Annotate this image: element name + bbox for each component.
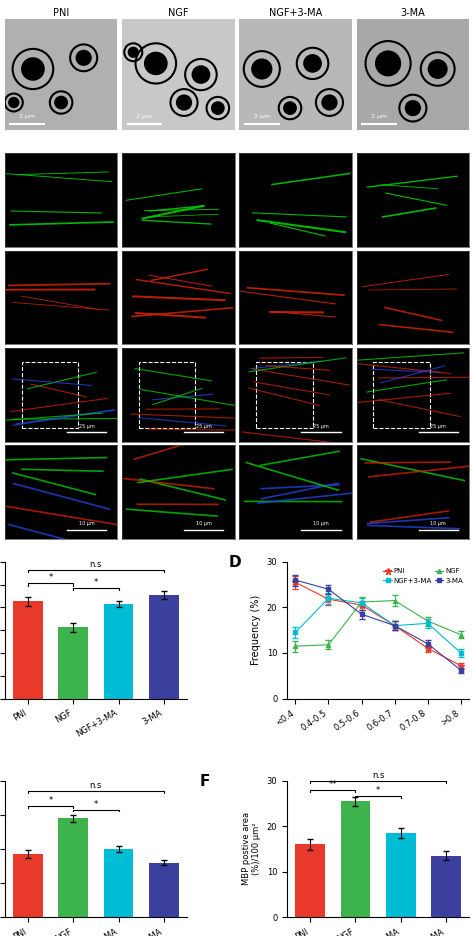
Bar xyxy=(149,595,179,790)
Text: *: * xyxy=(48,797,53,805)
Text: 10 μm: 10 μm xyxy=(313,521,329,526)
Circle shape xyxy=(55,96,67,109)
Text: 2 μm: 2 μm xyxy=(137,114,153,119)
Text: *: * xyxy=(94,578,98,587)
Title: NGF+3-MA: NGF+3-MA xyxy=(269,7,322,18)
Bar xyxy=(256,362,312,428)
Circle shape xyxy=(405,101,420,115)
Text: **: ** xyxy=(328,781,337,789)
Bar xyxy=(386,833,416,917)
Y-axis label: Frequency (%): Frequency (%) xyxy=(251,595,261,665)
Text: 10 μm: 10 μm xyxy=(79,521,94,526)
Text: 10 μm: 10 μm xyxy=(196,521,211,526)
Circle shape xyxy=(211,102,224,114)
Text: n.s: n.s xyxy=(90,781,102,790)
Bar xyxy=(149,863,179,917)
Text: 2 μm: 2 μm xyxy=(371,114,387,119)
Legend: PNI, NGF+3-MA, NGF, 3-MA: PNI, NGF+3-MA, NGF, 3-MA xyxy=(381,565,466,586)
Text: 25 μm: 25 μm xyxy=(430,424,446,429)
Circle shape xyxy=(22,58,44,80)
Circle shape xyxy=(128,48,138,57)
Circle shape xyxy=(376,51,401,76)
Circle shape xyxy=(322,95,337,110)
Title: NGF: NGF xyxy=(168,7,189,18)
Bar xyxy=(104,605,133,790)
Y-axis label: MBP postive area
(%)/100 μm²: MBP postive area (%)/100 μm² xyxy=(242,812,261,885)
Bar xyxy=(104,849,133,917)
Title: PNI: PNI xyxy=(53,7,69,18)
Circle shape xyxy=(76,51,91,66)
Text: n.s: n.s xyxy=(372,771,384,780)
Text: *: * xyxy=(48,574,53,582)
Text: D: D xyxy=(229,555,241,570)
Circle shape xyxy=(304,55,321,72)
Bar xyxy=(58,818,88,917)
Text: *: * xyxy=(376,786,380,796)
Circle shape xyxy=(177,95,191,110)
Bar xyxy=(139,362,195,428)
Text: 25 μm: 25 μm xyxy=(313,424,329,429)
Bar xyxy=(295,844,325,917)
Bar xyxy=(13,854,43,917)
Text: *: * xyxy=(94,799,98,809)
Circle shape xyxy=(192,66,210,83)
Circle shape xyxy=(145,52,167,75)
Circle shape xyxy=(252,59,272,79)
Title: 3-MA: 3-MA xyxy=(401,7,425,18)
Circle shape xyxy=(284,102,296,114)
Text: 10 μm: 10 μm xyxy=(430,521,446,526)
Text: 2 μm: 2 μm xyxy=(19,114,36,119)
Text: 25 μm: 25 μm xyxy=(196,424,211,429)
Text: F: F xyxy=(200,774,210,789)
Bar xyxy=(13,602,43,790)
Bar xyxy=(58,627,88,790)
Text: n.s: n.s xyxy=(90,560,102,569)
Circle shape xyxy=(428,60,447,79)
Bar xyxy=(431,856,461,917)
Bar xyxy=(22,362,78,428)
Bar xyxy=(374,362,430,428)
Text: 25 μm: 25 μm xyxy=(79,424,94,429)
Text: 2 μm: 2 μm xyxy=(254,114,270,119)
Circle shape xyxy=(9,97,18,108)
Bar xyxy=(341,801,370,917)
